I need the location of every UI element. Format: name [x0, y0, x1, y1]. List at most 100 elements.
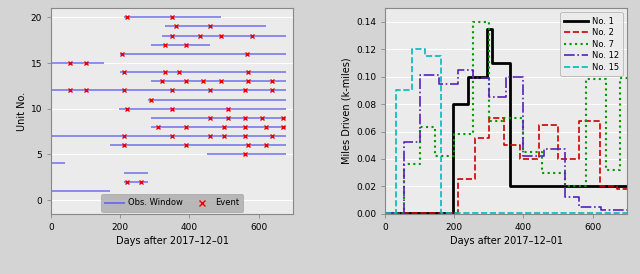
No. 12 [520, 75, 527, 78]
No. 12 [485, 76, 493, 80]
No. 1 [449, 102, 456, 106]
No. 2 [596, 119, 604, 122]
No. 12 [454, 68, 461, 72]
No. 12 [575, 196, 582, 199]
Line: No. 2: No. 2 [385, 118, 627, 213]
No. 15 [437, 55, 445, 58]
No. 7 [485, 119, 493, 122]
Line: No. 12: No. 12 [385, 70, 627, 213]
No. 12 [416, 74, 424, 77]
No. 2 [596, 185, 604, 188]
No. 7 [416, 126, 424, 129]
No. 2 [471, 137, 479, 140]
No. 7 [431, 126, 439, 129]
No. 12 [540, 155, 548, 158]
Y-axis label: Unit No.: Unit No. [17, 91, 26, 131]
No. 1 [465, 75, 472, 78]
No. 7 [539, 150, 547, 154]
No. 15 [392, 212, 399, 215]
No. 12 [561, 148, 569, 151]
No. 7 [401, 163, 408, 166]
No. 12 [502, 96, 510, 99]
No. 12 [575, 205, 582, 209]
No. 12 [470, 76, 477, 80]
No. 1 [449, 212, 456, 215]
No. 12 [623, 208, 631, 211]
No. 12 [485, 96, 493, 99]
Legend: No. 1, No. 2, No. 7, No. 12, No. 15: No. 1, No. 2, No. 7, No. 12, No. 15 [560, 12, 623, 76]
No. 15 [381, 212, 389, 215]
No. 1 [483, 75, 491, 78]
No. 15 [437, 212, 445, 215]
No. 12 [454, 82, 461, 85]
No. 2 [471, 178, 479, 181]
No. 2 [535, 157, 543, 161]
No. 7 [500, 119, 508, 122]
No. 7 [520, 150, 527, 154]
X-axis label: Days after 2017–12–01: Days after 2017–12–01 [116, 236, 228, 246]
No. 1 [488, 27, 496, 30]
No. 7 [561, 171, 569, 174]
No. 7 [623, 76, 631, 80]
No. 7 [603, 78, 611, 81]
No. 2 [575, 157, 582, 161]
No. 2 [613, 185, 621, 188]
No. 12 [401, 212, 408, 215]
No. 7 [401, 212, 408, 215]
No. 12 [435, 82, 443, 85]
No. 2 [554, 157, 562, 161]
No. 12 [381, 212, 389, 215]
No. 7 [381, 212, 389, 215]
No. 12 [520, 155, 527, 158]
No. 15 [623, 212, 631, 215]
Y-axis label: Miles Driven (k-miles): Miles Driven (k-miles) [342, 58, 352, 164]
No. 15 [392, 89, 399, 92]
No. 7 [561, 185, 569, 188]
No. 12 [401, 141, 408, 144]
No. 15 [408, 48, 416, 51]
No. 15 [421, 55, 429, 58]
No. 15 [421, 48, 429, 51]
No. 2 [485, 116, 493, 119]
No. 7 [451, 155, 458, 158]
No. 2 [613, 187, 621, 191]
No. 2 [535, 123, 543, 126]
No. 2 [485, 137, 493, 140]
No. 1 [506, 61, 513, 65]
No. 2 [623, 187, 631, 191]
No. 15 [408, 89, 416, 92]
No. 2 [516, 144, 524, 147]
No. 2 [454, 212, 461, 215]
No. 2 [554, 123, 562, 126]
No. 2 [500, 116, 508, 119]
Line: No. 1: No. 1 [385, 29, 627, 213]
No. 2 [575, 119, 582, 122]
No. 7 [520, 116, 527, 119]
No. 1 [623, 185, 631, 188]
No. 7 [582, 185, 589, 188]
No. 1 [488, 61, 496, 65]
No. 7 [539, 171, 547, 174]
No. 7 [416, 163, 424, 166]
Legend: Obs. Window, Event: Obs. Window, Event [101, 194, 243, 212]
No. 7 [603, 168, 611, 172]
No. 12 [416, 141, 424, 144]
Line: No. 7: No. 7 [385, 22, 627, 213]
No. 7 [470, 20, 477, 24]
No. 12 [597, 208, 605, 211]
X-axis label: Days after 2017–12–01: Days after 2017–12–01 [450, 236, 563, 246]
No. 12 [470, 68, 477, 72]
No. 12 [502, 75, 510, 78]
No. 12 [561, 196, 569, 199]
No. 12 [597, 205, 605, 209]
No. 1 [483, 27, 491, 30]
Line: No. 15: No. 15 [385, 49, 627, 213]
No. 12 [435, 74, 443, 77]
No. 2 [516, 157, 524, 161]
No. 7 [431, 155, 439, 158]
No. 1 [506, 185, 513, 188]
No. 12 [540, 148, 548, 151]
No. 7 [616, 168, 624, 172]
No. 7 [616, 76, 624, 80]
No. 7 [500, 116, 508, 119]
